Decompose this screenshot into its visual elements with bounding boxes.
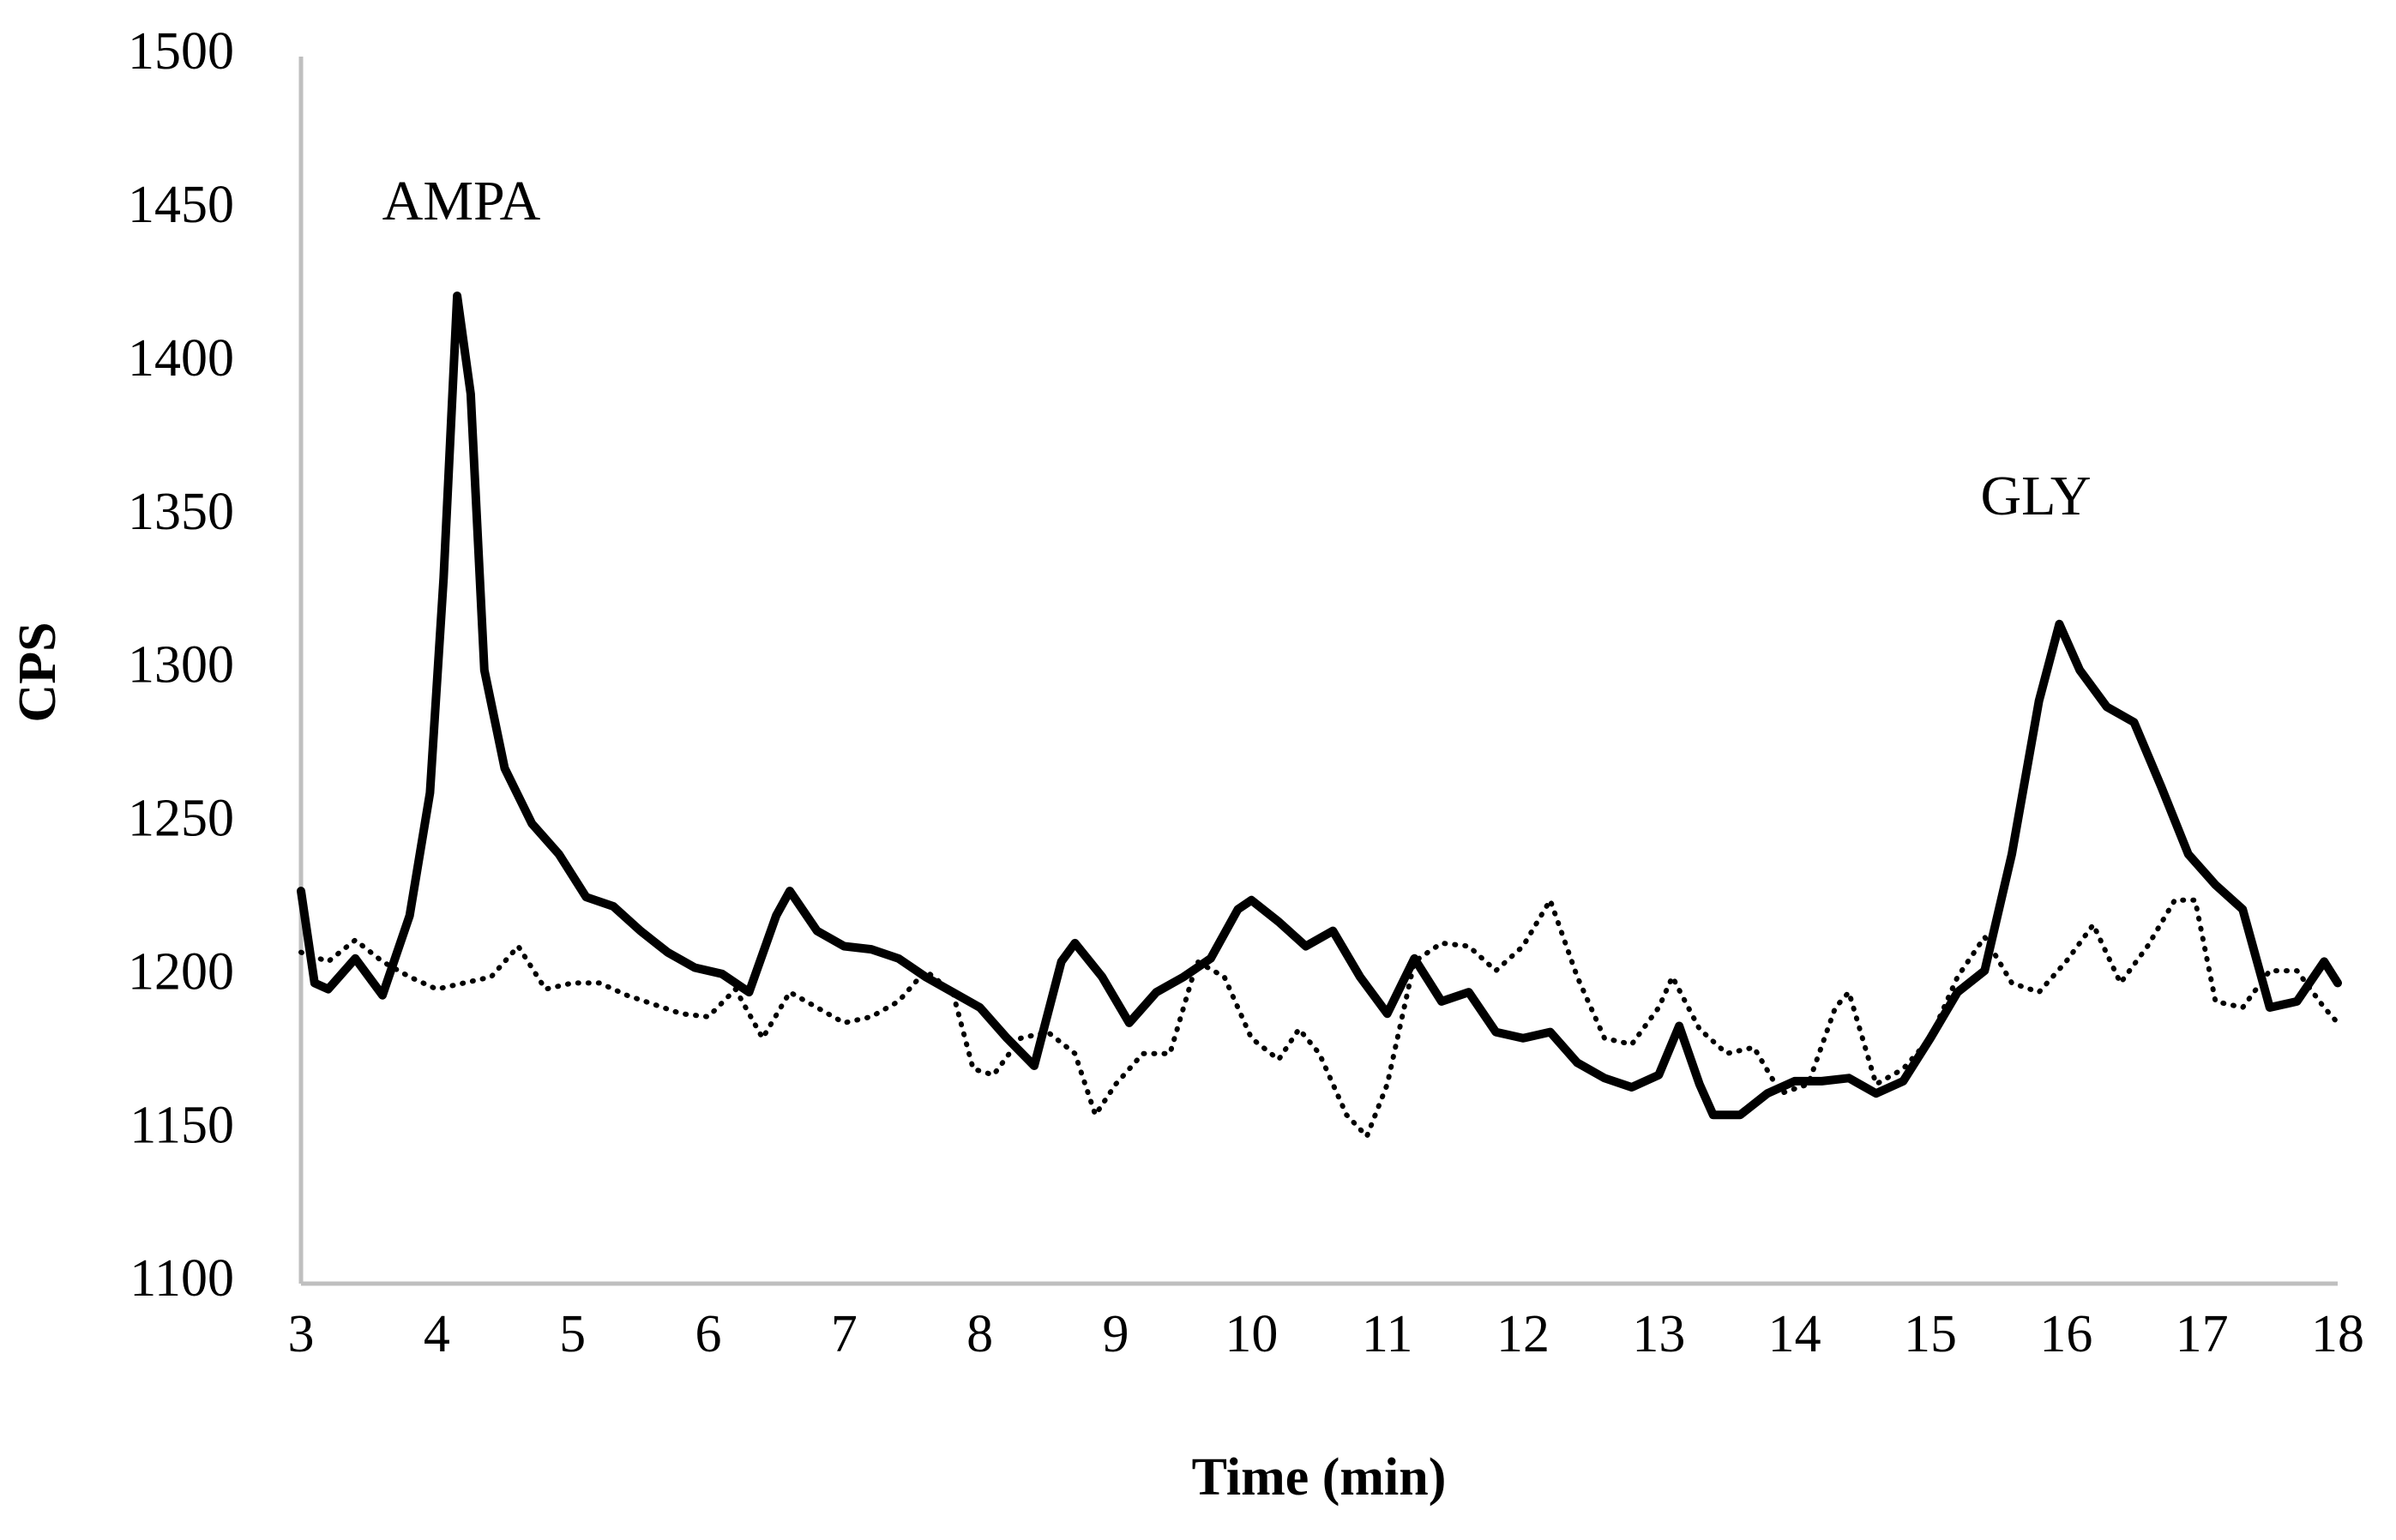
y-tick-label: 1200: [128, 942, 234, 1001]
line-series: [297, 292, 2342, 1120]
x-tick-label: 10: [1225, 1305, 1278, 1363]
x-tick-label: 4: [424, 1305, 450, 1363]
x-tick-label: 17: [2176, 1305, 2229, 1363]
line-series: [298, 897, 2340, 1140]
x-tick-label: 9: [1103, 1305, 1129, 1363]
y-tick-label: 1250: [128, 790, 234, 848]
y-tick-label: 1350: [128, 483, 234, 541]
x-tick-label: 8: [966, 1305, 993, 1363]
x-tick-label: 5: [559, 1305, 586, 1363]
x-tick-label: 6: [695, 1305, 722, 1363]
x-tick-label: 14: [1768, 1305, 1821, 1363]
x-tick-label: 7: [831, 1305, 858, 1363]
y-tick-label: 1150: [129, 1096, 234, 1154]
y-tick-label: 1500: [128, 22, 234, 81]
y-tick-label: 1450: [128, 176, 234, 234]
x-tick-label: 15: [1904, 1305, 1957, 1363]
y-axis-title: CPS: [9, 622, 67, 722]
y-tick-label: 1100: [129, 1249, 234, 1308]
x-tick-label: 16: [2039, 1305, 2092, 1363]
annotation: AMPA: [382, 170, 541, 232]
x-tick-label: 11: [1362, 1305, 1413, 1363]
y-tick-label: 1400: [128, 329, 234, 388]
x-axis-title: Time (min): [1192, 1448, 1447, 1507]
y-tick-label: 1300: [128, 636, 234, 695]
x-tick-label: 13: [1632, 1305, 1685, 1363]
x-tick-label: 12: [1496, 1305, 1550, 1363]
annotation: GLY: [1980, 465, 2091, 527]
x-tick-label: 18: [2311, 1305, 2364, 1363]
x-tick-label: 3: [288, 1305, 315, 1363]
